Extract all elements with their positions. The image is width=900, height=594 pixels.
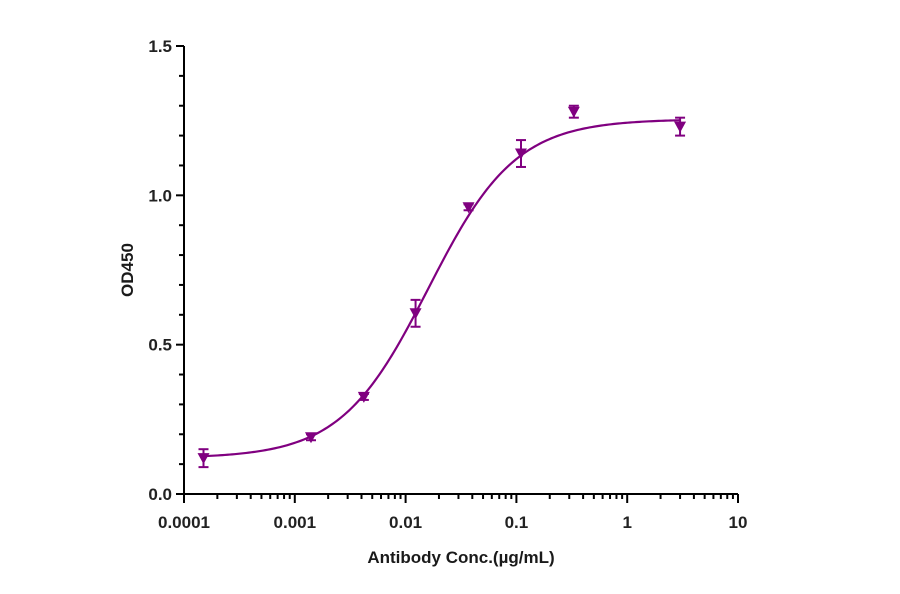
inverted-triangle-marker-icon: [357, 391, 370, 403]
data-point: [462, 202, 475, 214]
inverted-triangle-marker-icon: [674, 121, 687, 133]
y-tick-label: 0.5: [148, 336, 172, 355]
inverted-triangle-marker-icon: [567, 106, 580, 118]
inverted-triangle-marker-icon: [514, 148, 527, 160]
y-tick-label: 1.0: [148, 186, 172, 205]
inverted-triangle-marker-icon: [197, 453, 210, 465]
inverted-triangle-marker-icon: [462, 202, 475, 214]
fit-curve: [203, 119, 681, 458]
data-point: [357, 391, 370, 403]
tick-labels: 0.0 0.5 1.0 1.5 0.0001 0.001 0.01 0.1 1 10: [148, 37, 747, 532]
y-tick-label: 1.5: [148, 37, 172, 56]
x-tick-label: 0.001: [274, 513, 317, 532]
data-point: [304, 432, 317, 444]
y-tick-label: 0.0: [148, 485, 172, 504]
x-tick-label: 0.0001: [158, 513, 210, 532]
x-axis-title: Antibody Conc.(µg/mL): [367, 548, 554, 567]
x-tick-label: 1: [622, 513, 631, 532]
inverted-triangle-marker-icon: [304, 432, 317, 444]
data-point: [674, 116, 687, 137]
data-points: [197, 104, 687, 469]
x-tick-label: 10: [729, 513, 748, 532]
data-point: [197, 448, 210, 469]
data-point: [514, 139, 527, 168]
data-point: [409, 298, 422, 328]
y-axis-title: OD450: [118, 243, 137, 297]
data-point: [567, 104, 580, 119]
x-tick-label: 0.1: [505, 513, 529, 532]
x-tick-label: 0.01: [389, 513, 422, 532]
inverted-triangle-marker-icon: [409, 308, 422, 320]
axes: [176, 45, 739, 503]
